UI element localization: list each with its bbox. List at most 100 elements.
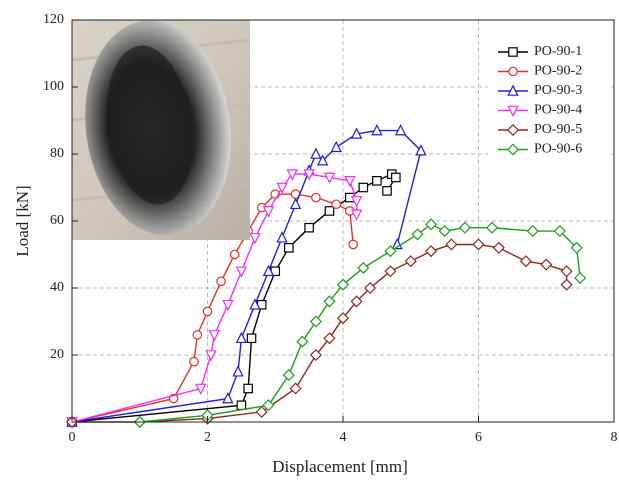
marker	[296, 335, 309, 348]
marker	[425, 218, 438, 231]
marker	[309, 315, 322, 328]
marker	[249, 298, 261, 310]
marker	[384, 265, 397, 278]
marker	[507, 105, 519, 118]
marker	[235, 331, 248, 344]
marker	[404, 255, 417, 268]
x-tick-label: 2	[204, 430, 211, 445]
marker	[492, 241, 505, 254]
inset-photo	[71, 20, 251, 240]
marker	[391, 172, 401, 183]
marker	[311, 192, 321, 203]
marker	[336, 278, 350, 291]
marker	[323, 295, 336, 308]
marker	[330, 140, 342, 153]
marker	[222, 299, 234, 312]
x-tick-label: 0	[69, 430, 76, 445]
marker	[195, 383, 207, 396]
marker	[276, 231, 288, 243]
marker	[208, 330, 220, 342]
x-axis-label: Displacement [mm]	[272, 457, 408, 476]
axes: 0 2 4 6 8 20 40 60 80 100 120	[43, 12, 618, 445]
marker	[445, 238, 458, 251]
legend-label: PO-90-1	[534, 44, 582, 59]
marker	[249, 232, 261, 245]
x-tick-label: 6	[475, 430, 482, 445]
series	[133, 218, 587, 429]
marker	[262, 399, 275, 412]
marker	[323, 332, 336, 345]
marker	[202, 306, 213, 317]
marker	[189, 356, 199, 367]
x-tick-label: 8	[611, 430, 618, 445]
marker	[236, 400, 247, 411]
marker	[506, 123, 520, 137]
marker	[324, 206, 335, 216]
marker	[382, 186, 392, 196]
legend: PO-90-1 PO-90-2 PO-90-3 PO-90-4 PO-90-5 PO-90…	[498, 44, 582, 157]
marker	[384, 245, 397, 258]
marker	[331, 199, 342, 210]
marker	[255, 405, 268, 418]
marker	[232, 365, 244, 377]
marker	[229, 249, 240, 260]
marker	[570, 241, 583, 254]
marker	[358, 182, 369, 193]
marker	[371, 124, 383, 136]
legend-label: PO-90-4	[534, 103, 582, 118]
legend-label: PO-90-3	[534, 83, 582, 98]
marker	[317, 154, 329, 166]
legend-label: PO-90-5	[534, 122, 582, 137]
y-tick-label: 80	[50, 146, 64, 161]
marker	[519, 255, 532, 268]
marker	[282, 369, 295, 382]
hole-depth	[106, 45, 194, 205]
marker	[438, 225, 451, 238]
marker	[348, 239, 358, 250]
marker	[472, 238, 485, 251]
marker	[357, 261, 370, 274]
legend-label: PO-90-2	[534, 64, 582, 79]
marker	[540, 258, 553, 271]
marker	[574, 271, 587, 284]
marker	[372, 176, 382, 186]
legend-label: PO-90-6	[534, 142, 582, 157]
y-axis-label: Load [kN]	[13, 185, 32, 256]
series-layer	[65, 124, 587, 429]
marker	[310, 147, 322, 159]
marker	[350, 209, 363, 221]
marker	[350, 127, 363, 139]
marker	[192, 330, 203, 340]
x-tick-label: 4	[340, 430, 347, 445]
marker	[394, 124, 407, 136]
marker	[425, 245, 438, 258]
marker	[289, 197, 302, 210]
marker	[303, 169, 315, 181]
y-tick-label: 120	[43, 12, 64, 27]
marker	[289, 382, 302, 395]
marker	[364, 281, 377, 295]
marker	[205, 350, 217, 362]
marker	[304, 222, 314, 233]
marker	[246, 333, 257, 344]
marker	[222, 392, 234, 404]
marker	[286, 169, 298, 181]
marker	[262, 264, 275, 277]
y-tick-label: 40	[50, 280, 64, 295]
marker	[350, 295, 363, 308]
legend-background	[488, 40, 610, 200]
marker	[309, 348, 322, 362]
y-tick-label: 60	[50, 213, 64, 228]
marker	[350, 196, 363, 208]
marker	[411, 228, 424, 241]
marker	[284, 243, 294, 253]
marker	[336, 312, 350, 325]
marker	[276, 182, 288, 195]
series	[67, 169, 401, 427]
marker	[507, 84, 519, 96]
marker	[526, 225, 539, 238]
marker	[216, 276, 226, 287]
series	[66, 169, 363, 429]
marker	[553, 225, 566, 238]
